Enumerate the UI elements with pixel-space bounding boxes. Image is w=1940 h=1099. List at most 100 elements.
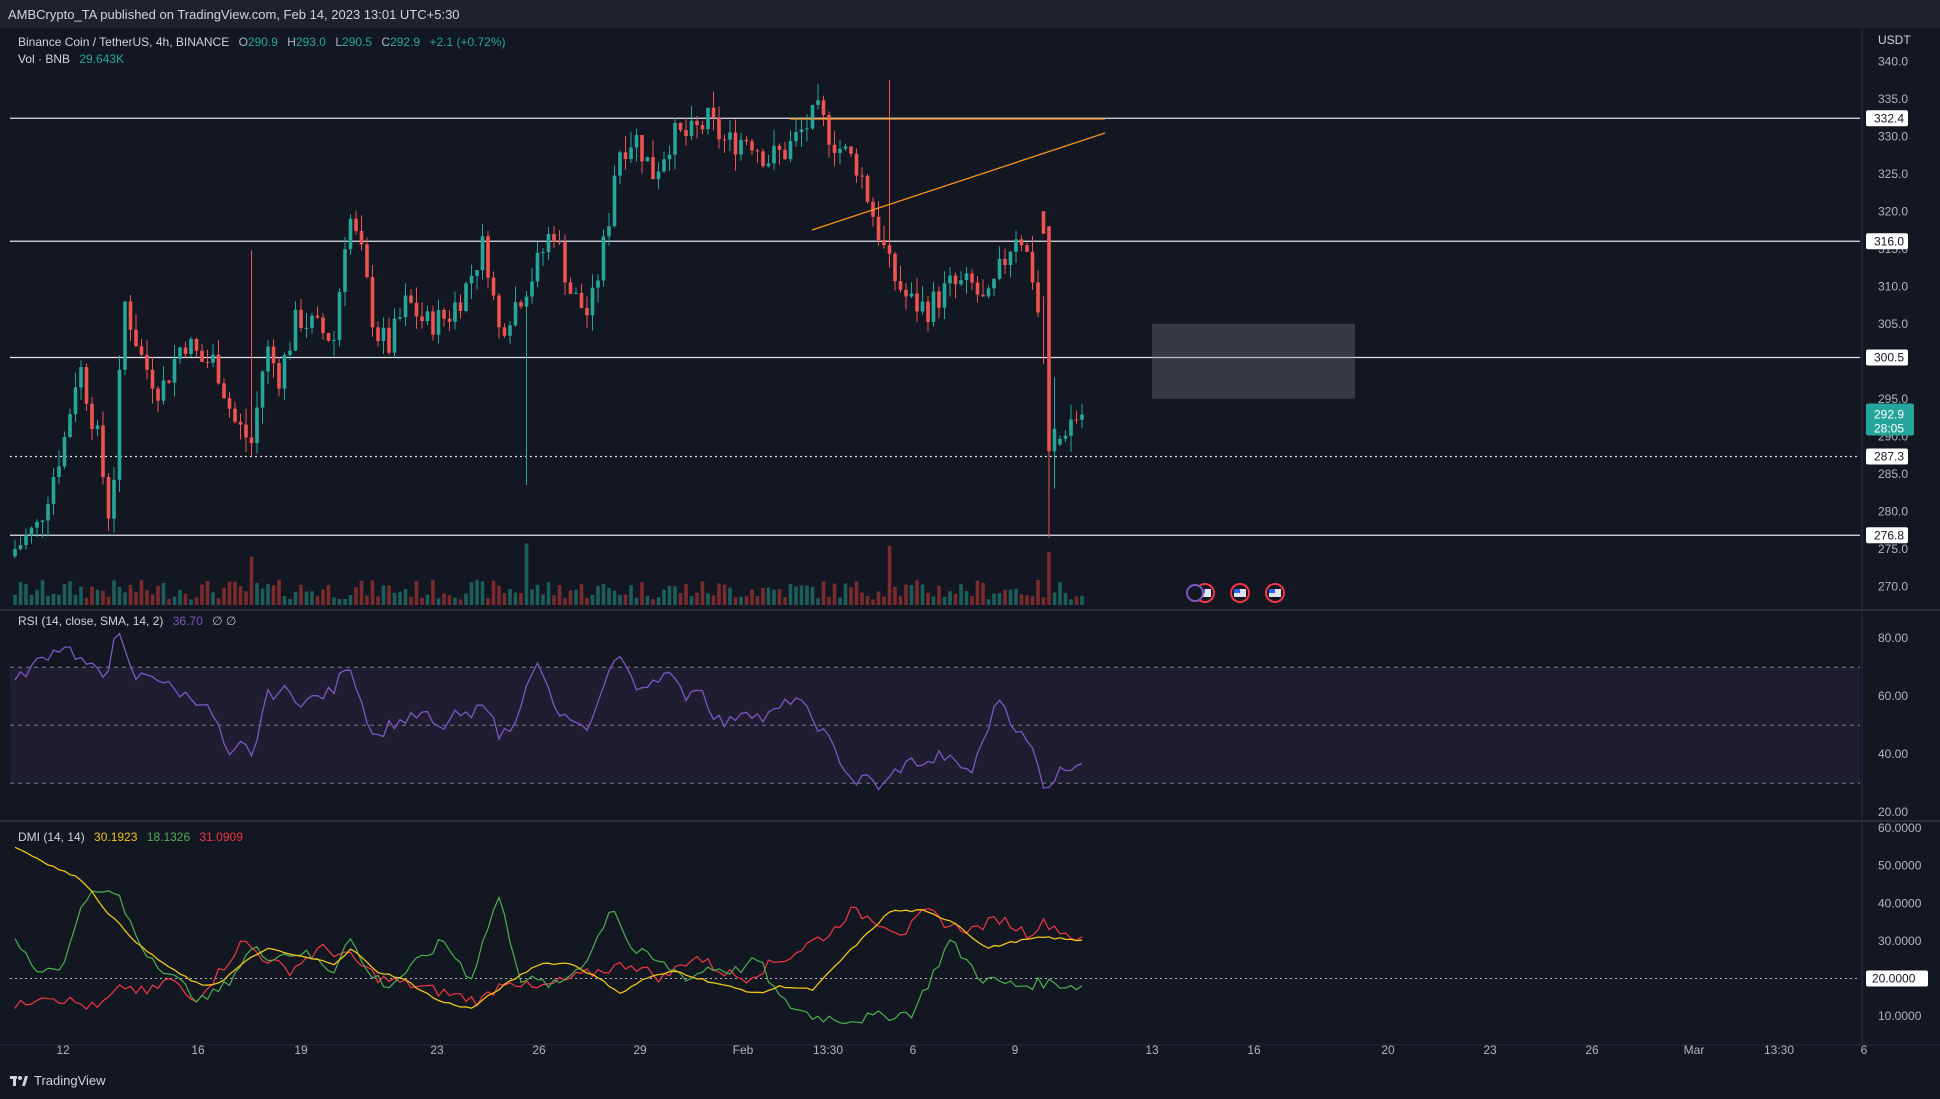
volume-bar — [871, 599, 875, 605]
volume-bar — [139, 579, 144, 605]
plus-di-line — [14, 890, 1083, 1025]
volume-bar — [821, 581, 826, 605]
volume-bar — [293, 591, 298, 605]
volume-bar — [948, 591, 952, 605]
publish-bar: AMBCrypto_TA published on TradingView.co… — [0, 0, 1940, 28]
candle-body — [304, 327, 309, 329]
candle-body — [326, 333, 331, 341]
volume-bar — [24, 584, 28, 605]
level-price-text: 287.3 — [1874, 450, 1904, 464]
candle-body — [975, 282, 980, 295]
volume-bar — [40, 580, 45, 605]
candle-body — [354, 218, 358, 232]
candle-body — [722, 139, 727, 141]
volume-bar — [728, 587, 732, 605]
volume-bar — [519, 592, 523, 605]
time-tick-label: 16 — [191, 1043, 205, 1057]
time-tick-label: Mar — [1684, 1043, 1705, 1057]
price-tick-label: 340.0 — [1878, 54, 1908, 68]
candle-body — [728, 132, 732, 140]
volume-bar — [271, 585, 276, 605]
candle-body — [645, 157, 650, 162]
volume-bar — [381, 585, 386, 605]
volume-bar — [904, 584, 908, 605]
volume-bar — [447, 595, 452, 605]
volume-bar — [1025, 595, 1029, 605]
candle-body — [816, 100, 820, 105]
candle-body — [62, 437, 67, 467]
dmi-tick-label: 60.0000 — [1878, 821, 1922, 835]
candle-body — [854, 153, 859, 176]
volume-bar — [376, 596, 380, 605]
volume-bar — [326, 584, 331, 605]
candle-body — [733, 132, 738, 155]
volume-bar — [1069, 599, 1073, 605]
volume-bar — [453, 597, 457, 605]
candle-body — [574, 292, 578, 294]
candle-body — [513, 302, 518, 326]
volume-bar — [926, 592, 930, 605]
candle-body — [860, 175, 864, 177]
candle-body — [266, 346, 270, 372]
dmi-legend: DMI (14, 14) 30.1923 18.1326 31.0909 — [18, 830, 243, 844]
candle-body — [772, 145, 776, 164]
close-value: 292.9 — [390, 35, 421, 49]
supply-zone-box — [1152, 323, 1355, 399]
candle-body — [1025, 245, 1029, 252]
level-price-tag — [1866, 349, 1908, 366]
volume-bar — [18, 582, 23, 605]
dmi-plus-value: 18.1326 — [146, 830, 191, 844]
symbol-name: Binance Coin / TetherUS, 4h, BINANCE — [18, 35, 230, 49]
candle-body — [656, 171, 661, 180]
candle-body — [689, 120, 694, 137]
candle-body — [29, 527, 34, 536]
time-tick-label: 6 — [910, 1043, 917, 1057]
open-label: O — [238, 35, 248, 49]
dmi-tick-label: 10.0000 — [1878, 1009, 1922, 1023]
candle-body — [464, 283, 468, 311]
volume-bar — [585, 597, 589, 605]
rsi-tick-label: 80.00 — [1878, 631, 1908, 645]
volume-bar — [530, 589, 534, 605]
volume-bar — [684, 584, 688, 605]
candle-body — [585, 308, 589, 316]
candle-body — [277, 363, 281, 389]
level-price-tag — [1866, 448, 1908, 465]
dmi-label: DMI (14, 14) — [18, 830, 85, 844]
volume-bar — [255, 583, 259, 605]
candle-body — [178, 347, 182, 359]
price-tick-label: 310.0 — [1878, 279, 1908, 293]
candle-body — [194, 339, 199, 351]
volume-bar — [200, 584, 204, 605]
candle-body — [942, 283, 947, 308]
tradingview-logo-icon — [10, 1074, 28, 1088]
volume-bar — [57, 594, 61, 605]
time-tick-label: 13 — [1145, 1043, 1159, 1057]
event-flag-icon — [1230, 583, 1250, 603]
volume-bar — [101, 590, 105, 605]
volume-bar — [777, 588, 782, 605]
candle-body — [524, 296, 529, 307]
volume-bar — [805, 585, 809, 605]
candle-body — [530, 281, 534, 297]
candle-body — [480, 236, 485, 271]
level-price-tag — [1866, 233, 1908, 250]
candle-body — [392, 318, 397, 353]
volume-bar — [574, 589, 578, 605]
volume-bar — [629, 585, 633, 605]
dmi-tick-label: 50.0000 — [1878, 859, 1922, 873]
candle-body — [865, 175, 870, 202]
candle-body — [992, 278, 996, 289]
volume-bar — [62, 584, 67, 605]
volume-bar — [651, 599, 655, 605]
candle-body — [541, 252, 545, 254]
price-tick-label: 320.0 — [1878, 204, 1908, 218]
volume-bar — [337, 598, 342, 605]
volume-bar — [431, 580, 435, 605]
volume-bar — [442, 593, 446, 605]
volume-bar — [35, 589, 39, 605]
candle-body — [167, 380, 171, 383]
symbol-legend: Binance Coin / TetherUS, 4h, BINANCE O 29… — [18, 35, 506, 49]
volume-bar — [997, 593, 1002, 605]
